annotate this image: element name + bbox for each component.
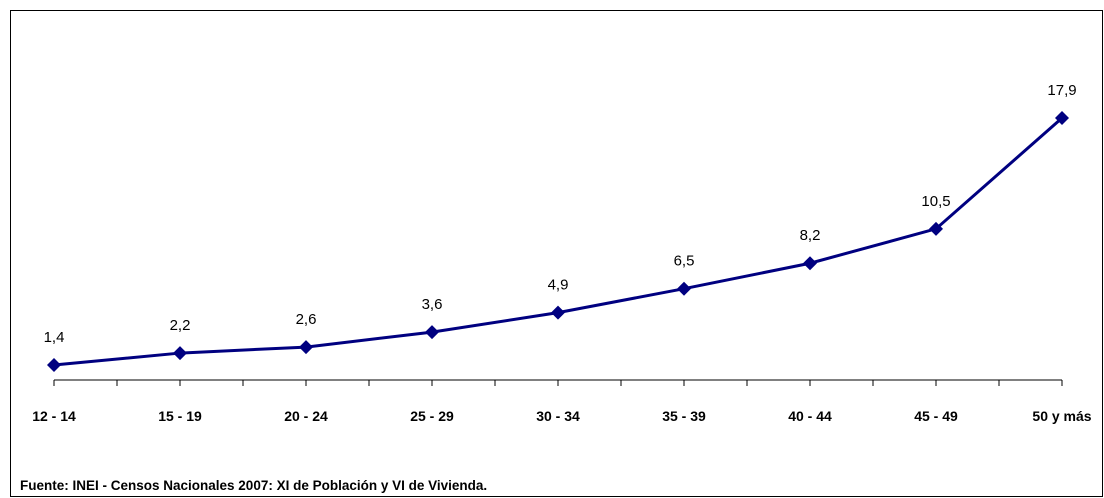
x-tick-label: 35 - 39 [662, 408, 706, 424]
point-marker [551, 305, 565, 320]
x-tick-label: 30 - 34 [536, 408, 580, 424]
data-label: 10,5 [921, 193, 950, 210]
data-label: 4,9 [548, 277, 569, 294]
x-tick-label: 40 - 44 [788, 408, 832, 424]
source-note: Fuente: INEI - Censos Nacionales 2007: X… [20, 478, 487, 493]
point-marker [1055, 111, 1069, 126]
data-label: 2,6 [296, 311, 317, 328]
point-marker [47, 358, 61, 373]
x-tick-label: 15 - 19 [158, 408, 202, 424]
point-marker [173, 346, 187, 361]
point-marker [803, 256, 817, 271]
point-marker [677, 281, 691, 296]
x-tick-label: 50 y más [1032, 408, 1091, 424]
data-label: 2,2 [170, 317, 191, 334]
x-tick-label: 45 - 49 [914, 408, 958, 424]
data-label: 1,4 [44, 329, 65, 346]
data-label: 3,6 [422, 296, 443, 313]
point-marker [299, 340, 313, 355]
x-tick-label: 25 - 29 [410, 408, 454, 424]
point-marker [425, 325, 439, 340]
data-label: 8,2 [800, 227, 821, 244]
data-label: 6,5 [674, 253, 695, 270]
data-label: 17,9 [1047, 82, 1076, 99]
x-tick-label: 12 - 14 [32, 408, 76, 424]
series-line [53, 116, 1063, 367]
chart-border [10, 10, 1103, 497]
x-tick-label: 20 - 24 [284, 408, 328, 424]
point-marker [929, 221, 943, 236]
